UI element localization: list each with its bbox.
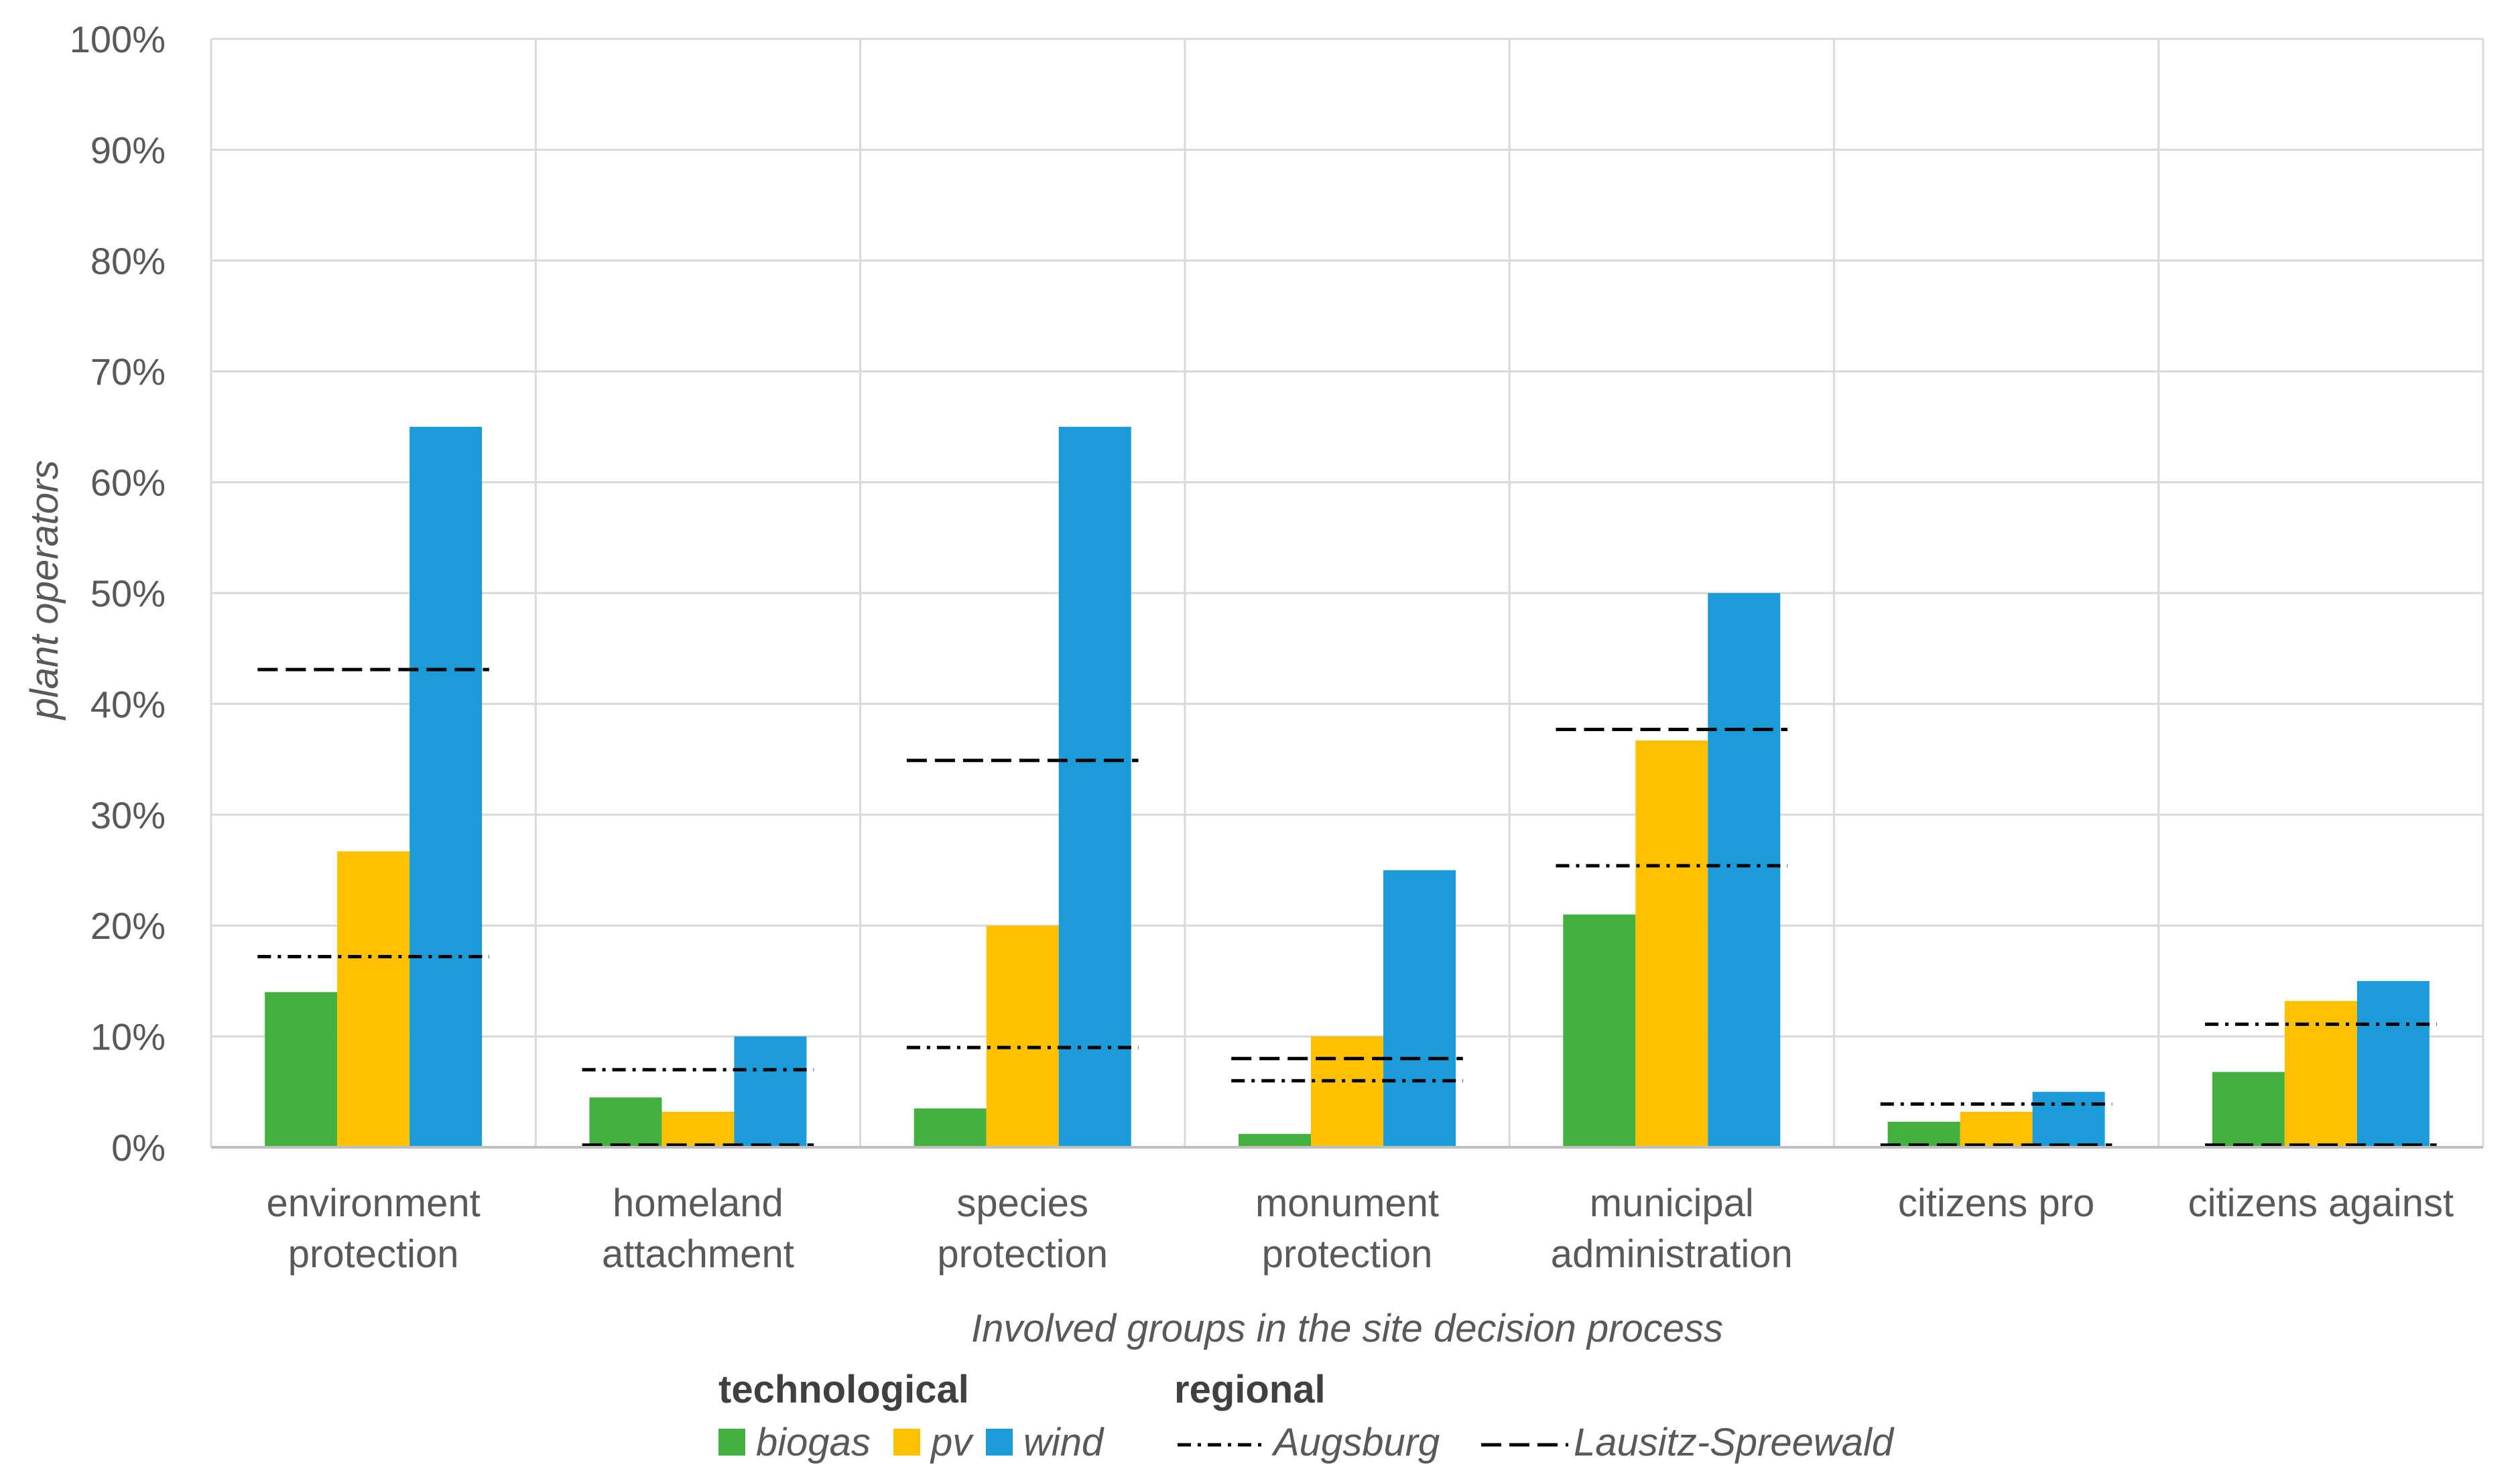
x-tick-label: monument: [1255, 1181, 1439, 1225]
bars: [265, 426, 2430, 1147]
legend-heading-technological: technological: [718, 1368, 969, 1411]
x-tick-label: protection: [937, 1232, 1108, 1276]
legend-label-biogas: biogas: [756, 1421, 871, 1464]
legend-label-Augsburg: Augsburg: [1271, 1421, 1440, 1464]
x-tick-label: environment: [267, 1181, 481, 1225]
bar-biogas: [1563, 914, 1636, 1147]
x-tick-label: species: [956, 1181, 1088, 1225]
y-tick-label: 70%: [90, 350, 166, 393]
legend-swatch-biogas: [718, 1429, 745, 1456]
bar-pv: [337, 851, 410, 1147]
legend-swatch-wind: [986, 1429, 1013, 1456]
x-tick-label: citizens pro: [1898, 1181, 2094, 1225]
bar-biogas: [265, 992, 338, 1147]
bar-pv: [662, 1112, 735, 1147]
y-tick-label: 90%: [90, 129, 166, 171]
legend-swatch-pv: [893, 1429, 920, 1456]
bar-wind: [2356, 980, 2430, 1147]
bar-pv: [1311, 1036, 1383, 1147]
y-tick-label: 0%: [111, 1126, 166, 1169]
axis-labels: 0% 10% 20% 30% 40% 50% 60% 70% 80% 90% 100% environ…: [23, 18, 2454, 1350]
x-tick-label: citizens against: [2188, 1181, 2454, 1225]
y-tick-label: 40%: [90, 683, 166, 725]
reference-lines: [257, 667, 2437, 1147]
bar-wind: [2032, 1092, 2105, 1147]
bar-wind: [410, 426, 483, 1147]
bar-wind: [1058, 426, 1131, 1147]
bar-biogas: [1887, 1121, 1960, 1147]
x-tick-label: homeland: [613, 1181, 783, 1225]
bar-wind: [734, 1036, 807, 1147]
y-axis-title: plant operators: [23, 460, 66, 721]
bar-pv: [1635, 740, 1708, 1147]
bar-pv: [1960, 1112, 2033, 1147]
legend-label-wind: wind: [1023, 1421, 1105, 1464]
legend: technological regional biogas pv wind Augsbur…: [718, 1368, 1895, 1464]
x-tick-label: municipal: [1590, 1181, 1754, 1225]
bar-biogas: [1239, 1134, 1311, 1147]
legend-label-Lausitz-Spreewald: Lausitz-Spreewald: [1574, 1421, 1895, 1464]
bar-wind: [1383, 870, 1456, 1147]
y-tick-label: 80%: [90, 240, 166, 282]
legend-label-pv: pv: [930, 1421, 974, 1464]
bar-pv: [986, 925, 1059, 1147]
y-tick-label: 50%: [90, 572, 166, 615]
y-tick-label: 20%: [90, 905, 166, 947]
legend-heading-regional: regional: [1174, 1368, 1326, 1411]
y-tick-label: 10%: [90, 1016, 166, 1058]
bar-biogas: [914, 1108, 987, 1147]
y-tick-label: 60%: [90, 462, 166, 504]
x-tick-label: protection: [1262, 1232, 1433, 1276]
y-tick-label: 30%: [90, 794, 166, 836]
bar-biogas: [2212, 1072, 2285, 1147]
gridlines: [210, 38, 2484, 1147]
y-tick-label: 100%: [70, 18, 166, 60]
x-tick-label: administration: [1551, 1232, 1793, 1276]
x-tick-label: attachment: [602, 1232, 794, 1276]
x-tick-label: protection: [288, 1232, 459, 1276]
bar-wind: [1708, 593, 1781, 1147]
x-axis-title: Involved groups in the site decision pro…: [971, 1307, 1723, 1350]
bar-biogas: [589, 1097, 662, 1147]
